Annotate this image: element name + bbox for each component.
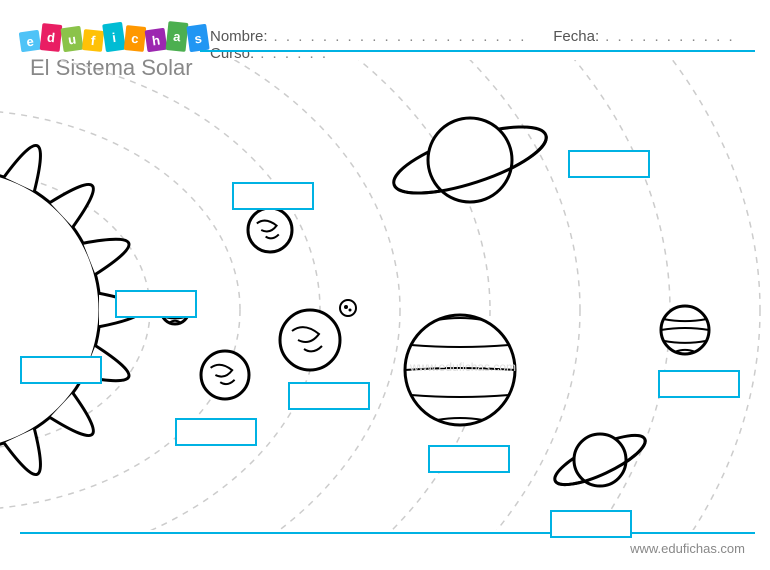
nombre-dots: . . . . . . . . . . . . . . . . . . . . …	[274, 28, 527, 45]
logo: edufichas	[20, 22, 209, 51]
header-divider	[200, 50, 755, 52]
label-box-1[interactable]	[115, 290, 197, 318]
nombre-label: Nombre:	[210, 28, 268, 45]
label-box-3[interactable]	[232, 182, 314, 210]
label-box-4[interactable]	[288, 382, 370, 410]
fecha-label: Fecha:	[553, 28, 599, 45]
fecha-dots: . . . . . . . . . . .	[605, 28, 735, 45]
diagram-canvas: www.edufichas.com	[0, 60, 770, 530]
label-box-2[interactable]	[175, 418, 257, 446]
label-box-8[interactable]	[658, 370, 740, 398]
footer-url: www.edufichas.com	[630, 541, 745, 556]
header-fields: Nombre: . . . . . . . . . . . . . . . . .…	[210, 28, 770, 62]
footer-divider	[20, 532, 755, 534]
label-box-5[interactable]	[428, 445, 510, 473]
label-box-6[interactable]	[568, 150, 650, 178]
label-box-7[interactable]	[550, 510, 632, 538]
watermark: www.edufichas.com	[410, 360, 516, 374]
label-box-0[interactable]	[20, 356, 102, 384]
